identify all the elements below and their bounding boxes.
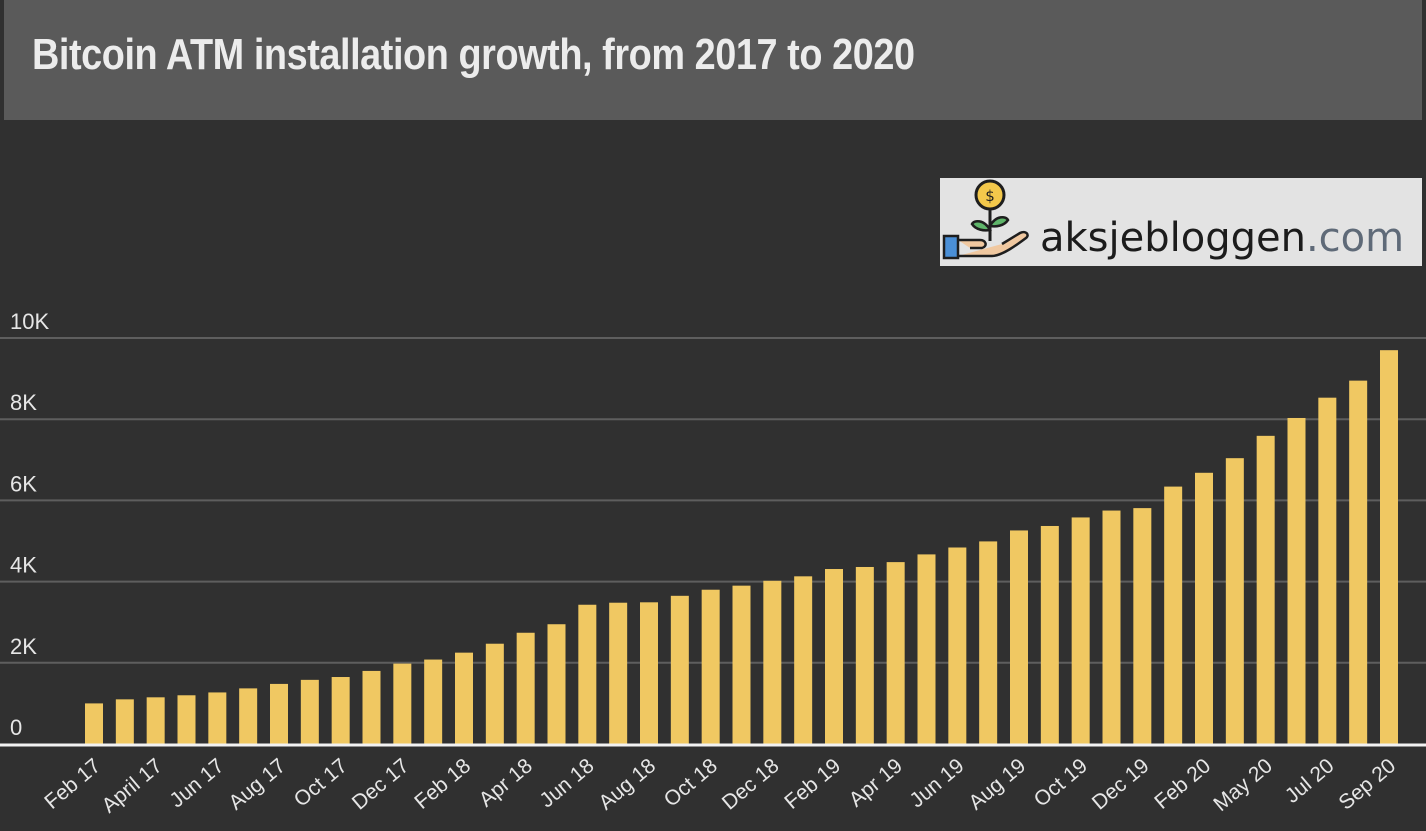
x-tick-label: Aug 19 (964, 754, 1030, 814)
x-tick-label: Oct 18 (660, 754, 722, 811)
x-tick-label: Dec 19 (1088, 754, 1154, 814)
bar (763, 580, 782, 744)
bar (146, 697, 165, 744)
logo-name: aksjebloggen (1040, 215, 1306, 261)
bar (794, 576, 813, 744)
bar (455, 652, 473, 744)
y-tick-label: 0 (10, 715, 22, 740)
bar (1349, 380, 1368, 744)
bar (1195, 472, 1213, 744)
x-tick-label: Jul 20 (1281, 754, 1339, 808)
y-axis-tick-labels: 0 2K 4K 6K 8K 10K (10, 309, 49, 740)
bar (979, 541, 998, 744)
bar (825, 569, 843, 744)
logo-text: aksjebloggen.com (1040, 218, 1404, 258)
x-tick-label: May 20 (1209, 754, 1277, 816)
bar (1287, 417, 1306, 744)
y-tick-label: 10K (10, 309, 49, 334)
bar (1256, 435, 1275, 744)
bar (1071, 517, 1090, 744)
bar (609, 602, 628, 744)
x-tick-label: Aug 17 (224, 754, 290, 814)
bar (208, 692, 227, 744)
bars (85, 350, 1398, 744)
svg-text:$: $ (985, 187, 995, 205)
bar (732, 585, 751, 744)
bar (547, 624, 566, 744)
money-plant-hand-icon: $ (942, 179, 1029, 260)
x-tick-label: Jun 18 (535, 754, 598, 812)
bar (1133, 508, 1152, 744)
x-tick-label: Feb 17 (40, 754, 105, 814)
x-tick-label: Jun 17 (165, 754, 228, 812)
x-tick-label: Jun 19 (905, 754, 968, 812)
x-tick-label: Oct 19 (1030, 754, 1092, 811)
bar (886, 562, 905, 744)
bar (362, 670, 381, 744)
bar (1102, 510, 1121, 744)
bar (1318, 397, 1337, 744)
y-tick-label: 8K (10, 390, 37, 415)
bar (85, 703, 103, 744)
x-tick-label: Apr 19 (845, 754, 907, 811)
bar (578, 604, 597, 744)
bar (1010, 530, 1028, 744)
x-tick-label: Feb 20 (1150, 754, 1215, 814)
bar (917, 554, 936, 744)
y-tick-label: 6K (10, 471, 37, 496)
bar (516, 632, 535, 744)
bar (855, 566, 874, 744)
bar (701, 589, 720, 744)
x-tick-label: Aug 18 (594, 754, 660, 814)
x-tick-label: Oct 17 (290, 754, 352, 811)
bar (239, 688, 258, 744)
bar (393, 663, 412, 744)
x-tick-label: Feb 19 (780, 754, 845, 814)
x-tick-label: Dec 17 (348, 754, 414, 814)
bar (640, 602, 658, 744)
bar (1164, 486, 1183, 744)
bar (1040, 525, 1059, 744)
title-bar: Bitcoin ATM installation growth, from 20… (4, 0, 1422, 120)
bar (300, 679, 319, 744)
x-tick-label: Sep 20 (1334, 754, 1400, 814)
logo-tld: .com (1305, 215, 1405, 261)
x-tick-label: Dec 18 (718, 754, 784, 814)
x-tick-label: Apr 18 (475, 754, 537, 811)
bar (1380, 350, 1398, 744)
bar (115, 699, 134, 744)
x-tick-label: April 17 (98, 754, 167, 817)
bar (424, 659, 443, 744)
logo-watermark: $ aksjebloggen.com (940, 178, 1422, 266)
y-tick-label: 4K (10, 553, 37, 578)
chart-title: Bitcoin ATM installation growth, from 20… (32, 30, 915, 79)
y-tick-label: 2K (10, 634, 37, 659)
bar (331, 677, 350, 744)
bar (670, 595, 689, 744)
bar (485, 643, 504, 744)
bar (270, 683, 288, 744)
bar (1225, 458, 1244, 744)
x-tick-label: Feb 18 (410, 754, 475, 814)
bar (177, 695, 196, 744)
bar (948, 547, 967, 744)
